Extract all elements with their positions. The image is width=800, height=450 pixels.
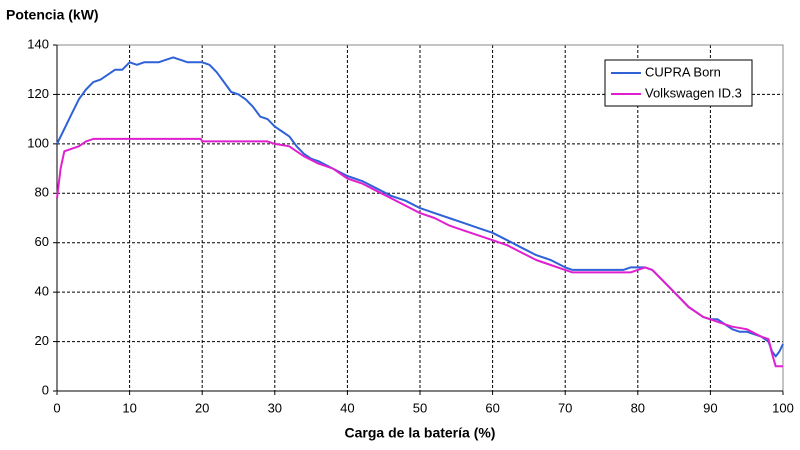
x-tick-label: 30 xyxy=(268,400,282,415)
y-tick-label: 60 xyxy=(35,234,49,249)
x-tick-label: 40 xyxy=(340,400,354,415)
x-tick-label: 70 xyxy=(558,400,572,415)
y-tick-label: 140 xyxy=(27,36,49,51)
x-tick-label: 80 xyxy=(631,400,645,415)
x-tick-label: 50 xyxy=(413,400,427,415)
legend-label: Volkswagen ID.3 xyxy=(645,85,742,100)
y-tick-label: 80 xyxy=(35,185,49,200)
y-tick-label: 0 xyxy=(42,382,49,397)
x-tick-label: 100 xyxy=(772,400,794,415)
x-tick-label: 60 xyxy=(485,400,499,415)
y-tick-label: 40 xyxy=(35,284,49,299)
y-tick-label: 120 xyxy=(27,86,49,101)
y-tick-label: 100 xyxy=(27,135,49,150)
x-axis-label: Carga de la batería (%) xyxy=(345,425,496,441)
chart-title: Potencia (kW) xyxy=(6,7,99,23)
y-tick-label: 20 xyxy=(35,333,49,348)
legend-label: CUPRA Born xyxy=(645,64,721,79)
x-tick-label: 0 xyxy=(53,400,60,415)
x-tick-label: 10 xyxy=(122,400,136,415)
series-line xyxy=(56,137,783,368)
legend xyxy=(604,59,753,107)
x-tick-label: 90 xyxy=(703,400,717,415)
x-tick-label: 20 xyxy=(195,400,209,415)
